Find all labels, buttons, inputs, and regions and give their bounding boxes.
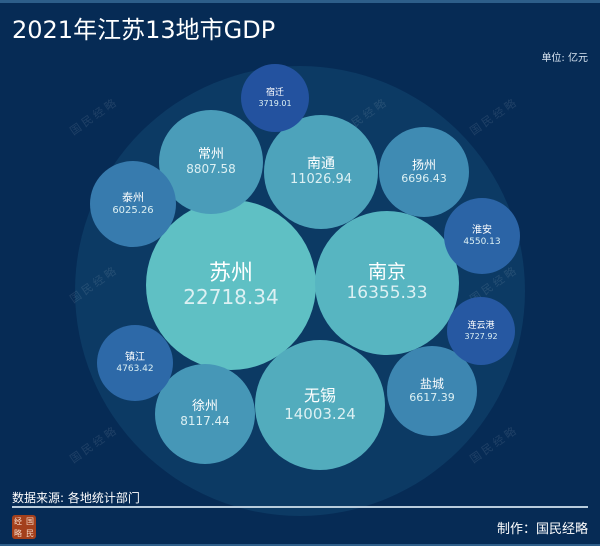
bubble-gdp-value: 14003.24: [284, 404, 356, 423]
bubble-city-name: 南京: [367, 261, 406, 284]
seal-char: 经: [14, 516, 22, 526]
seal-char: 民: [26, 528, 34, 538]
bubble-gdp-value: 6617.39: [409, 390, 455, 404]
bubble-city-name: 淮安: [472, 225, 492, 237]
bubble-city-name: 徐州: [191, 398, 218, 414]
logo-seal-icon: 经 国 略 民: [12, 515, 36, 539]
bubble-gdp-value: 4763.42: [116, 363, 154, 374]
bubble-gdp-value: 11026.94: [289, 171, 353, 187]
bubble-3[interactable]: 南通 11026.94: [264, 115, 378, 229]
watermark: 国民经略: [67, 95, 121, 138]
bubble-city-name: 扬州: [411, 157, 436, 172]
bubble-city-name: 常州: [197, 146, 224, 162]
bubble-city-name: 无锡: [303, 386, 336, 406]
bubble-6[interactable]: 扬州 6696.43: [379, 127, 469, 217]
bubble-gdp-value: 3719.01: [258, 98, 292, 108]
top-accent-bar: [0, 0, 600, 3]
bubble-city-name: 苏州: [208, 260, 253, 286]
bubble-5[interactable]: 徐州 8117.44: [155, 364, 255, 464]
bubble-gdp-value: 8807.58: [186, 161, 236, 176]
bubble-city-name: 宿迁: [265, 88, 284, 99]
bubble-gdp-value: 6025.26: [112, 204, 154, 216]
unit-label: 单位: 亿元: [541, 53, 588, 64]
bubble-gdp-value: 8117.44: [180, 413, 230, 428]
watermark: 国民经略: [467, 95, 521, 138]
footer-divider: [12, 506, 588, 508]
bubble-2[interactable]: 无锡 14003.24: [255, 340, 385, 470]
seal-char: 略: [14, 528, 22, 538]
bubble-gdp-value: 22718.34: [183, 285, 279, 310]
bubble-8[interactable]: 泰州 6025.26: [90, 161, 176, 247]
data-source: 数据来源: 各地统计部门: [12, 491, 140, 505]
bubble-4[interactable]: 常州 8807.58: [159, 110, 263, 214]
bottom-accent-bar: [0, 544, 600, 546]
author-credit: 制作：国民经略: [496, 522, 588, 537]
bubble-city-name: 盐城: [419, 376, 444, 391]
bubble-city-name: 南通: [307, 156, 335, 173]
bubble-gdp-value: 16355.33: [346, 283, 428, 304]
bubble-city-name: 连云港: [467, 321, 495, 332]
bubble-0[interactable]: 苏州 22718.34: [146, 200, 316, 370]
bubble-gdp-value: 3727.92: [464, 331, 498, 341]
bubble-9[interactable]: 镇江 4763.42: [97, 325, 173, 401]
chart-title: 2021年江苏13地市GDP: [12, 16, 276, 44]
bubble-gdp-value: 4550.13: [463, 236, 501, 247]
bubble-gdp-value: 6696.43: [401, 171, 447, 185]
bubble-7[interactable]: 盐城 6617.39: [387, 346, 477, 436]
watermark: 国民经略: [67, 423, 121, 466]
bubble-1[interactable]: 南京 16355.33: [315, 211, 459, 355]
bubble-12[interactable]: 宿迁 3719.01: [241, 64, 309, 132]
bubble-city-name: 泰州: [122, 190, 144, 204]
bubble-10[interactable]: 淮安 4550.13: [444, 198, 520, 274]
bubble-11[interactable]: 连云港 3727.92: [447, 297, 515, 365]
bubble-city-name: 镇江: [125, 352, 145, 364]
seal-char: 国: [26, 516, 34, 526]
